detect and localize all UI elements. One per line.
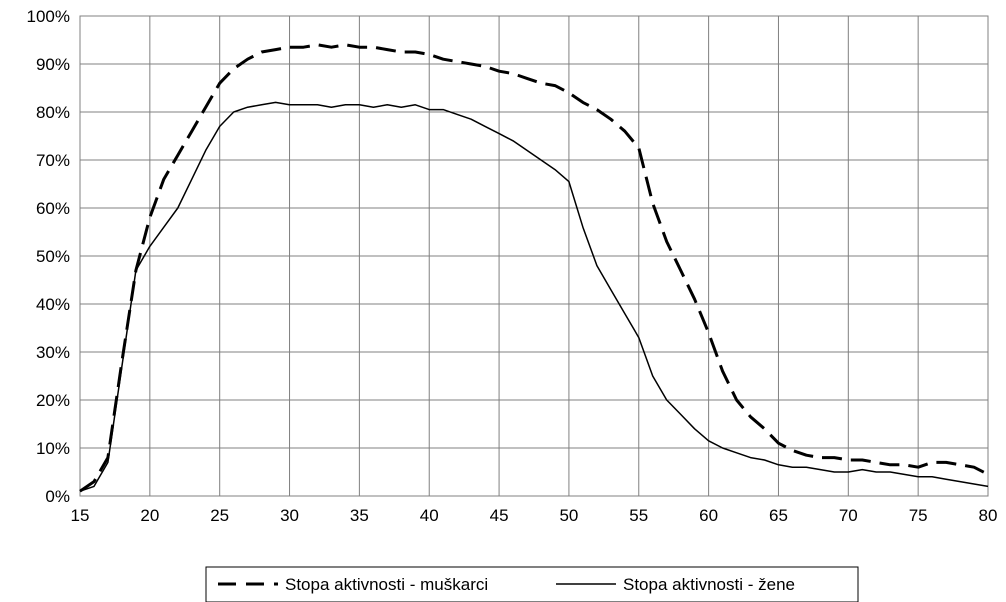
x-tick-label: 30	[280, 506, 299, 525]
x-tick-label: 45	[490, 506, 509, 525]
y-tick-label: 0%	[45, 487, 70, 506]
x-tick-label: 25	[210, 506, 229, 525]
series-line-muskarci	[79, 43, 989, 493]
y-tick-label: 20%	[36, 391, 70, 410]
y-tick-label: 10%	[36, 439, 70, 458]
x-tick-label: 80	[979, 506, 998, 525]
plot-frame	[79, 15, 989, 497]
series-layer	[79, 43, 989, 493]
grid	[79, 15, 989, 497]
legend-label-zene: Stopa aktivnosti - žene	[623, 575, 795, 594]
x-tick-label: 75	[909, 506, 928, 525]
y-tick-label: 30%	[36, 343, 70, 362]
x-tick-label: 40	[420, 506, 439, 525]
y-tick-label: 40%	[36, 295, 70, 314]
x-tick-label: 50	[559, 506, 578, 525]
x-tick-label: 15	[71, 506, 90, 525]
y-axis-ticks: 0% 10% 20% 30% 40% 50% 60% 70% 80% 90% 100%	[27, 7, 70, 506]
legend-box	[205, 566, 859, 602]
y-tick-label: 100%	[27, 7, 70, 26]
y-tick-label: 60%	[36, 199, 70, 218]
x-tick-label: 60	[699, 506, 718, 525]
x-tick-label: 55	[629, 506, 648, 525]
series-line-zene	[79, 101, 989, 492]
y-tick-label: 90%	[36, 55, 70, 74]
x-tick-label: 65	[769, 506, 788, 525]
y-tick-label: 80%	[36, 103, 70, 122]
legend: Stopa aktivnosti - muškarci Stopa aktivn…	[205, 566, 859, 602]
y-tick-label: 70%	[36, 151, 70, 170]
x-tick-label: 70	[839, 506, 858, 525]
x-tick-label: 35	[350, 506, 369, 525]
y-tick-label: 50%	[36, 247, 70, 266]
legend-label-muskarci: Stopa aktivnosti - muškarci	[285, 575, 488, 594]
x-tick-label: 20	[140, 506, 159, 525]
x-axis-ticks: 15 20 25 30 35 40 45 50 55 60 65 70 75 80	[71, 506, 998, 525]
